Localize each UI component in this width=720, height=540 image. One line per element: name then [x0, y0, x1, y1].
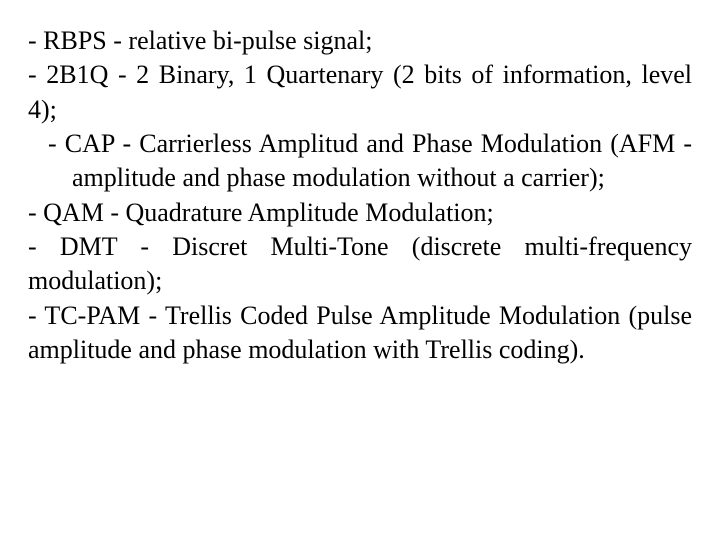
list-item: - QAM - Quadrature Amplitude Modulation;: [28, 196, 692, 230]
document-body: - RBPS - relative bi-pulse signal; - 2B1…: [0, 0, 720, 540]
list-item: - RBPS - relative bi-pulse signal;: [28, 24, 692, 58]
list-item: - TC-PAM - Trellis Coded Pulse Amplitude…: [28, 299, 692, 368]
list-item: - 2B1Q - 2 Binary, 1 Quartenary (2 bits …: [28, 58, 692, 127]
list-item: - DMT - Discret Multi-Tone (discrete mul…: [28, 230, 692, 299]
list-item: - CAP - Carrierless Amplitud and Phase M…: [28, 127, 692, 196]
